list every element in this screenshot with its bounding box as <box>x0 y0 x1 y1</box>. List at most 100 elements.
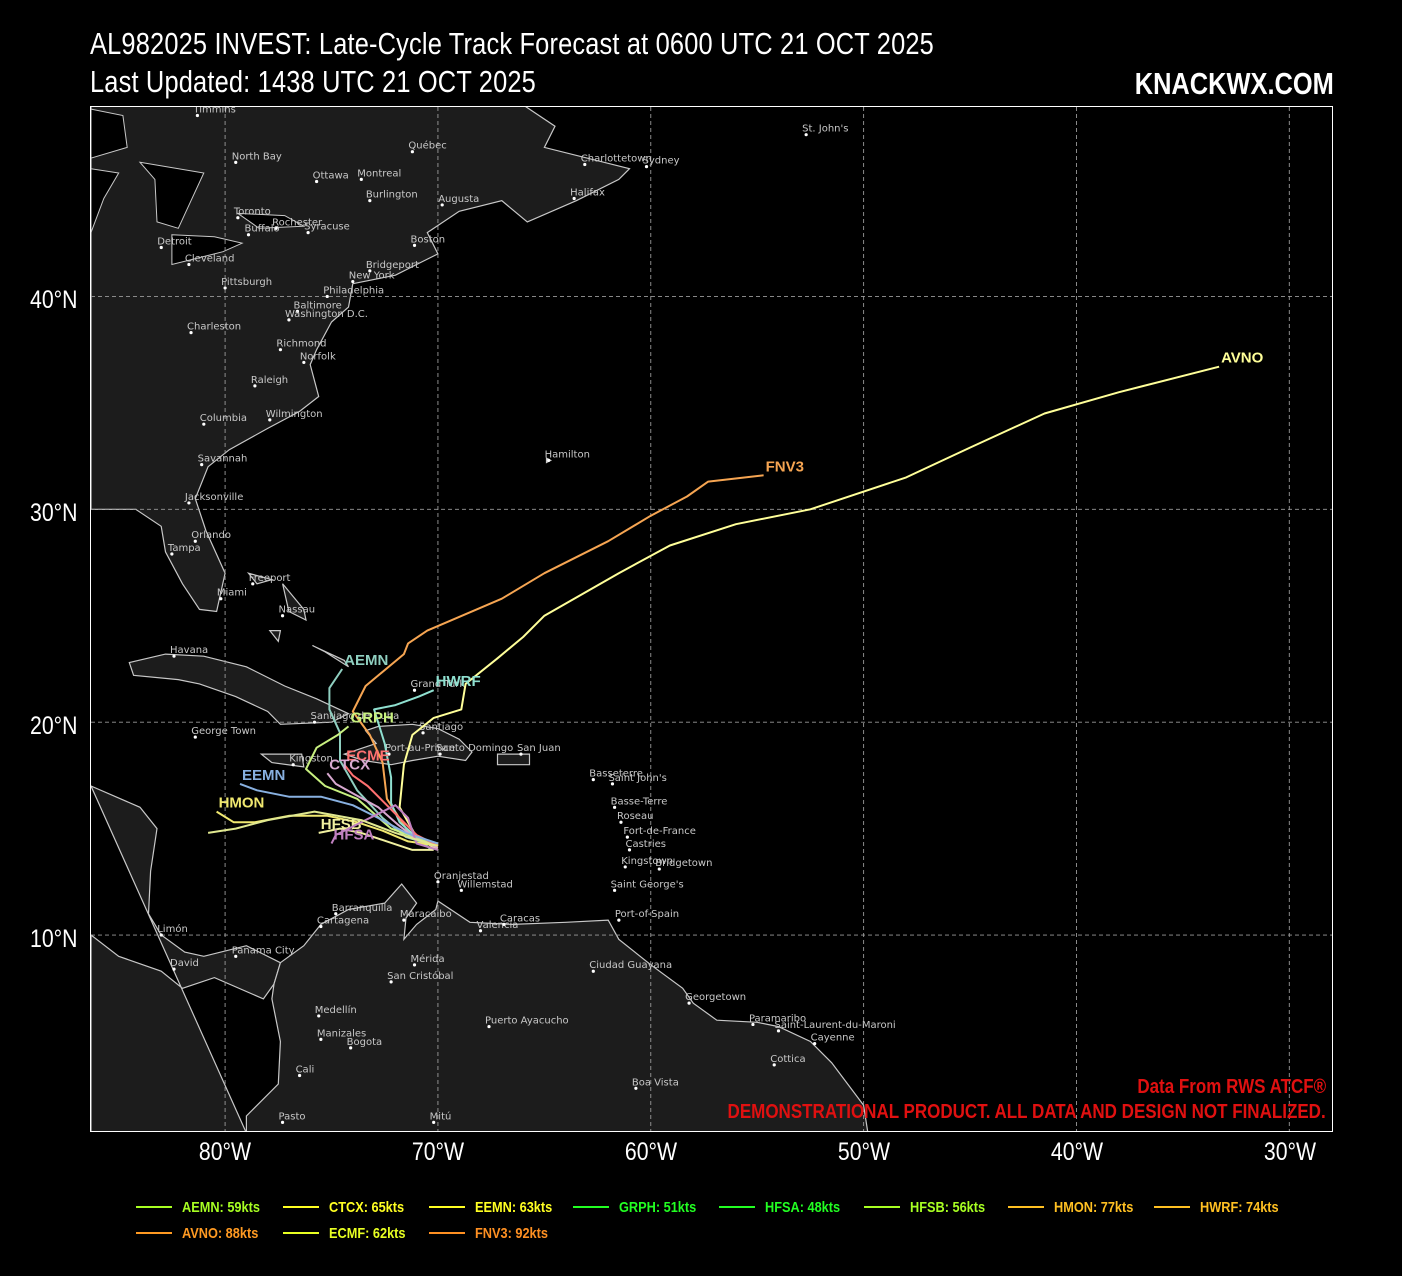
city-marker <box>591 969 595 973</box>
data-source-credit: Data From RWS ATCF® <box>1137 1076 1326 1098</box>
map-canvas: Timmins North Bay Ottawa Montreal Québec Char… <box>91 107 1332 1131</box>
track-ecme[interactable] <box>343 764 439 847</box>
city-marker <box>627 848 632 852</box>
city-marker <box>487 1024 491 1029</box>
track-label-hfsa: HFSA <box>334 827 375 844</box>
city-marker <box>813 1041 817 1046</box>
city-marker <box>189 331 193 335</box>
city-marker <box>583 162 587 167</box>
track-label-avno: AVNO <box>1221 350 1264 367</box>
city-marker <box>172 967 176 971</box>
legend-item: HFSA: 48kts <box>719 1197 853 1217</box>
legend-item: CTCX: 65kts <box>283 1197 417 1217</box>
city-label: Santo Domingo <box>436 743 513 754</box>
city-marker <box>502 922 506 926</box>
bahamas-4 <box>312 644 350 668</box>
city-label: Bridgetown <box>655 858 712 869</box>
map-panel[interactable]: Timmins North Bay Ottawa Montreal Québec Char… <box>90 106 1333 1132</box>
city-label: San Cristóbal <box>387 970 453 982</box>
legend-item: HMON: 77kts <box>1008 1197 1147 1217</box>
track-grph[interactable] <box>305 725 432 845</box>
bahamas-3 <box>268 630 282 643</box>
track-eemn[interactable] <box>239 782 439 845</box>
lon-tick-80w: 80°W <box>198 1138 252 1166</box>
lake-erie <box>171 234 244 266</box>
city-label: Maracaibo <box>400 909 452 920</box>
track-hfsb[interactable] <box>318 827 434 851</box>
city-label: Québec <box>408 140 446 152</box>
lat-tick-10: 10°N <box>30 925 78 953</box>
legend-label: AVNO: 88kts <box>182 1224 259 1242</box>
city-label: Castries <box>625 839 666 850</box>
city-marker <box>402 918 406 922</box>
track-hwrf[interactable] <box>373 689 435 851</box>
city-label: Syracuse <box>304 222 350 233</box>
track-hmon[interactable] <box>216 810 439 847</box>
city-label: Burlington <box>366 190 418 201</box>
city-marker <box>772 1063 776 1067</box>
lake-michigan <box>91 168 120 233</box>
track-fnv3[interactable] <box>351 474 764 849</box>
city-marker <box>187 501 191 505</box>
south-america-landmass <box>245 883 869 1131</box>
bahamas-1 <box>246 572 275 585</box>
city-label: Ciudad Guayana <box>589 960 672 971</box>
brand-logo-text[interactable]: KNACKWX.COM <box>1134 66 1334 101</box>
track-west[interactable] <box>207 810 437 847</box>
city-label: Boa Vista <box>632 1077 679 1088</box>
city-label: Jacksonville <box>184 492 243 503</box>
track-label-eemn: EEMN <box>242 767 285 784</box>
gridlines <box>91 107 1332 1131</box>
legend-item: AVNO: 88kts <box>136 1223 272 1243</box>
legend-label: EEMN: 63kts <box>475 1198 553 1216</box>
legend-label: CTCX: 65kts <box>329 1198 405 1216</box>
city-label: Bogota <box>347 1037 383 1048</box>
track-avno[interactable] <box>398 365 1220 851</box>
city-marker <box>619 820 623 824</box>
city-marker <box>202 422 206 426</box>
lake-ontario <box>236 212 306 229</box>
city-marker <box>478 929 483 933</box>
city-marker <box>351 279 355 284</box>
city-label: Pittsburgh <box>221 277 272 288</box>
city-marker <box>634 1086 638 1090</box>
lon-tick-60w: 60°W <box>624 1138 678 1166</box>
city-marker <box>193 539 197 543</box>
city-marker <box>368 269 372 273</box>
track-label-grph: GRPH <box>351 709 394 726</box>
city-label: Charlottetown <box>581 153 652 164</box>
city-label: St. John's <box>802 124 848 135</box>
city-label: Paramaribo <box>749 1013 806 1024</box>
track-label-fnv3: FNV3 <box>766 458 804 475</box>
city-marker <box>268 418 272 422</box>
city-label: Ottawa <box>313 171 349 182</box>
city-label: Medellín <box>315 1004 357 1016</box>
city-label: Fort-de-France <box>623 826 696 837</box>
city-marker <box>317 1014 321 1018</box>
city-marker <box>187 262 191 267</box>
legend-swatch <box>429 1206 465 1208</box>
city-label: Pasto <box>279 1111 306 1122</box>
city-label: Miami <box>217 588 247 599</box>
city-marker <box>325 294 329 299</box>
city-marker <box>334 912 338 916</box>
land-masses <box>91 107 869 1131</box>
city-marker <box>519 752 523 756</box>
city-marker <box>287 318 291 322</box>
lon-tick-70w: 70°W <box>411 1138 465 1166</box>
legend-item: EEMN: 63kts <box>429 1197 566 1217</box>
city-label: Cottica <box>770 1054 805 1065</box>
city-label: Kingstown <box>621 856 673 867</box>
city-label: San Juan <box>517 743 561 754</box>
city-marker <box>253 384 257 388</box>
city-marker <box>547 458 551 462</box>
city-marker <box>200 463 204 467</box>
city-label: Savannah <box>198 454 248 465</box>
city-label: Boston <box>411 234 446 245</box>
city-marker <box>219 597 223 601</box>
north-america-landmass <box>91 107 631 613</box>
city-label: Barranquilla <box>332 903 393 914</box>
city-marker <box>644 165 649 169</box>
city-label: Washington D.C. <box>285 309 368 320</box>
city-marker <box>280 1120 285 1124</box>
